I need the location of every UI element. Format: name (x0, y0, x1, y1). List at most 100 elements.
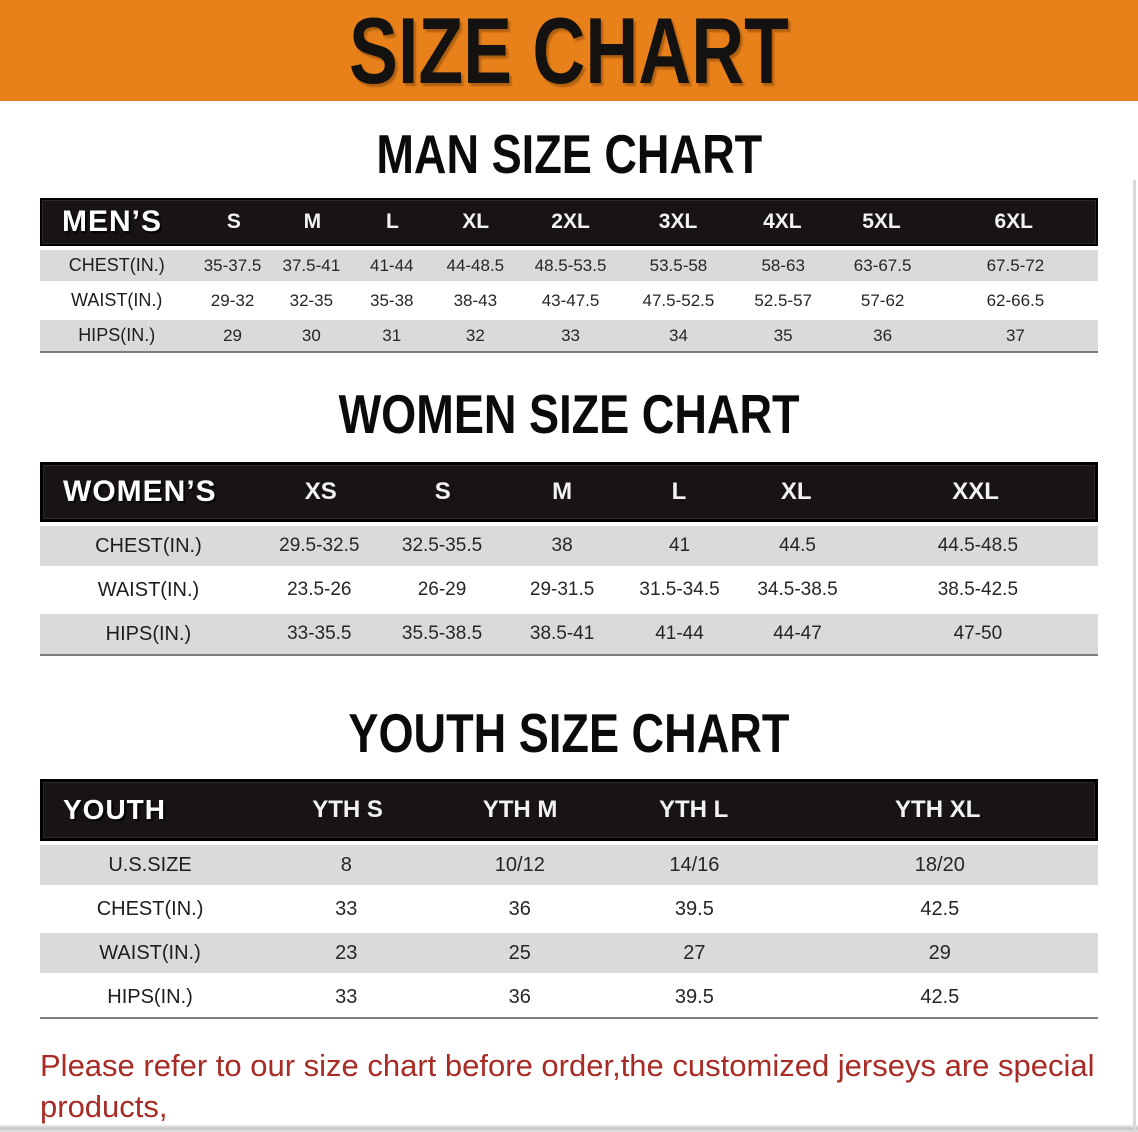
measure-cell: 36 (508, 985, 531, 1008)
row-label: WAIST(IN.) (71, 290, 163, 310)
measure-cell: 8 (340, 853, 352, 876)
measure-cell: 32.5-35.5 (401, 535, 483, 556)
men-section-heading: MAN SIZE CHART (0, 127, 1138, 182)
women-waist-row: WAIST(IN.) 23.5-26 26-29 29-31.5 31.5-34… (40, 570, 1098, 610)
size-col-header: XXL (952, 478, 999, 505)
measure-cell: 42.5 (920, 985, 960, 1008)
size-col-header: M (552, 478, 573, 505)
measure-cell: 37 (1005, 325, 1025, 345)
measure-cell: 33 (335, 985, 358, 1008)
measure-cell: 29.5-32.5 (279, 535, 360, 556)
men-chest-row: CHEST(IN.) 35-37.5 37.5-41 41-44 44-48.5… (40, 250, 1098, 281)
measure-cell: 33 (561, 325, 580, 345)
measure-cell: 42.5 (920, 897, 960, 920)
size-col-header: 3XL (658, 210, 698, 233)
measure-cell: 29 (223, 325, 242, 345)
size-col-header: S (434, 478, 451, 505)
women-section-heading: WOMEN SIZE CHART (0, 387, 1138, 442)
measure-cell: 38 (551, 535, 573, 556)
men-size-table: MEN’S S M L XL 2XL 3XL 4XL 5XL 6XL CHEST… (40, 198, 1098, 353)
size-col-header: L (671, 478, 687, 505)
men-hips-row: HIPS(IN.) 29 30 31 32 33 34 35 36 37 (40, 320, 1098, 351)
bottom-edge-shadow (0, 1124, 1138, 1132)
row-label: U.S.SIZE (108, 853, 192, 876)
measure-cell: 26-29 (417, 579, 467, 600)
size-col-header: YTH M (482, 796, 558, 823)
measure-cell: 34.5-38.5 (757, 579, 838, 600)
youth-table-header-row: YOUTH YTH S YTH M YTH L YTH XL (40, 779, 1098, 841)
row-label: WAIST(IN.) (99, 941, 201, 964)
measure-cell: 44-47 (773, 623, 822, 644)
right-edge-shadow (1133, 180, 1136, 1132)
measure-cell: 52.5-57 (754, 290, 813, 310)
measure-cell: 57-62 (860, 290, 905, 310)
men-table-header-row: MEN’S S M L XL 2XL 3XL 4XL 5XL 6XL (40, 198, 1098, 246)
measure-cell: 39.5 (674, 985, 714, 1008)
youth-table-label: YOUTH (63, 794, 166, 825)
banner: SIZE CHART (0, 0, 1138, 101)
measure-cell: 58-63 (761, 255, 805, 275)
measure-cell: 43-47.5 (541, 290, 600, 310)
measure-cell: 47-50 (953, 623, 1003, 644)
measure-cell: 27 (683, 941, 706, 964)
measure-cell: 62-66.5 (986, 290, 1045, 310)
size-col-header: S (226, 210, 241, 233)
measure-cell: 36 (873, 325, 893, 345)
measure-cell: 39.5 (674, 897, 714, 920)
row-label: HIPS(IN.) (105, 622, 192, 645)
measure-cell: 32-35 (289, 290, 334, 310)
size-col-header: YTH L (658, 796, 729, 823)
row-label: HIPS(IN.) (107, 985, 193, 1008)
measure-cell: 35 (773, 325, 793, 345)
measure-cell: 31.5-34.5 (639, 579, 720, 600)
order-disclaimer: Please refer to our size chart before or… (40, 1045, 1100, 1132)
measure-cell: 38-43 (453, 290, 498, 310)
women-hips-row: HIPS(IN.) 33-35.5 35.5-38.5 38.5-41 41-4… (40, 614, 1098, 654)
women-section-heading-text: WOMEN SIZE CHART (338, 383, 800, 445)
measure-cell: 35-38 (370, 290, 414, 310)
measure-cell: 33-35.5 (287, 623, 352, 644)
size-col-header: XS (304, 478, 337, 505)
youth-ussize-row: U.S.SIZE 8 10/12 14/16 18/20 (40, 845, 1098, 885)
measure-cell: 36 (508, 897, 531, 920)
measure-cell: 31 (382, 325, 402, 345)
youth-waist-row: WAIST(IN.) 23 25 27 29 (40, 933, 1098, 973)
women-size-table: WOMEN’S XS S M L XL XXL CHEST(IN.) 29.5-… (40, 462, 1098, 656)
measure-cell: 14/16 (669, 853, 720, 876)
measure-cell: 38.5-41 (529, 623, 595, 644)
measure-cell: 37.5-41 (282, 255, 341, 275)
measure-cell: 29-32 (210, 290, 255, 310)
size-col-header: 5XL (862, 210, 901, 233)
measure-cell: 41-44 (370, 255, 414, 275)
measure-cell: 41 (668, 535, 691, 556)
measure-cell: 38.5-42.5 (937, 579, 1019, 600)
measure-cell: 29 (928, 941, 951, 964)
order-disclaimer-line1: Please refer to our size chart before or… (40, 1048, 1095, 1124)
size-col-header: YTH S (312, 796, 383, 823)
measure-cell: 35-37.5 (203, 255, 262, 275)
measure-cell: 23.5-26 (287, 579, 352, 600)
measure-cell: 35.5-38.5 (401, 623, 483, 644)
size-col-header: 2XL (551, 210, 590, 233)
measure-cell: 41-44 (655, 623, 704, 644)
measure-cell: 44-48.5 (446, 255, 505, 275)
row-label: WAIST(IN.) (97, 578, 200, 601)
row-label: HIPS(IN.) (78, 325, 156, 345)
measure-cell: 47.5-52.5 (642, 290, 715, 310)
measure-cell: 18/20 (914, 853, 965, 876)
men-table-label: MEN’S (62, 205, 163, 238)
youth-section-heading: YOUTH SIZE CHART (0, 706, 1138, 761)
measure-cell: 25 (508, 941, 531, 964)
measure-cell: 30 (301, 325, 321, 345)
measure-cell: 67.5-72 (986, 255, 1045, 275)
size-col-header: L (386, 210, 399, 233)
measure-cell: 44.5-48.5 (937, 535, 1019, 556)
measure-cell: 53.5-58 (649, 255, 708, 275)
size-col-header: XL (462, 210, 490, 233)
measure-cell: 29-31.5 (529, 579, 595, 600)
women-table-label: WOMEN’S (63, 475, 217, 508)
size-col-header: YTH XL (895, 796, 981, 823)
measure-cell: 34 (668, 325, 688, 345)
measure-cell: 10/12 (494, 853, 545, 876)
